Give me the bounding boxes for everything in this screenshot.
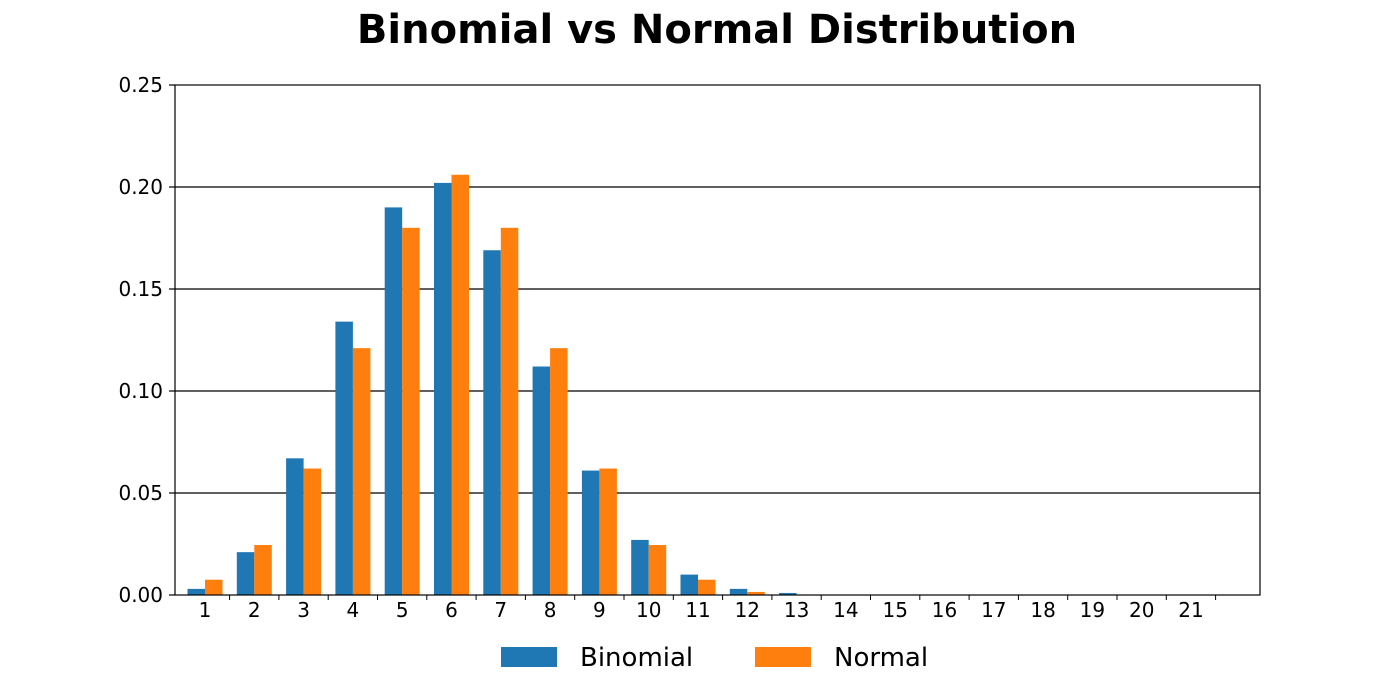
x-tick-label: 12: [735, 598, 760, 622]
x-tick-label: 4: [347, 598, 360, 622]
legend: Binomial Normal: [501, 643, 928, 673]
x-tick-label: 17: [981, 598, 1006, 622]
bar-normal-2: [254, 545, 272, 595]
bar-binomial-13: [779, 592, 797, 595]
y-tick-label: 0.15: [118, 277, 163, 301]
x-tick-label: 20: [1129, 598, 1154, 622]
bar-normal-10: [648, 545, 667, 595]
bar-normal-12: [747, 591, 765, 595]
y-tick-label: 0.25: [118, 73, 163, 97]
x-tick-label: 1: [199, 598, 212, 622]
bar-normal-4: [352, 348, 371, 595]
bar-normal-3: [303, 468, 322, 595]
x-tick-label: 6: [445, 598, 458, 622]
y-tick-label: 0.20: [118, 175, 163, 199]
legend-swatch-normal: [755, 647, 811, 667]
x-tick-label: 5: [396, 598, 409, 622]
bar-normal-9: [599, 468, 617, 595]
x-tick-label: 3: [297, 598, 310, 622]
y-axis: 0.00 0.05 0.10 0.15 0.20 0.25: [118, 73, 175, 607]
x-tick-label: 18: [1030, 598, 1055, 622]
bar-binomial-11: [680, 574, 698, 595]
y-tick-label: 0.10: [118, 379, 163, 403]
chart-title: Binomial vs Normal Distribution: [357, 7, 1077, 53]
x-tick-label: 2: [248, 598, 261, 622]
bar-binomial-7: [483, 250, 501, 596]
bar-binomial-10: [631, 539, 649, 595]
x-tick-label: 10: [636, 598, 661, 622]
bar-binomial-2: [236, 552, 255, 595]
bar-normal-6: [451, 174, 469, 595]
x-tick-label: 8: [544, 598, 557, 622]
bar-binomial-8: [532, 366, 551, 595]
bar-normal-7: [500, 227, 519, 596]
bar-normal-1: [205, 579, 223, 595]
bar-normal-5: [402, 227, 420, 596]
bar-binomial-1: [187, 588, 205, 595]
bar-binomial-9: [581, 470, 600, 595]
bar-binomial-6: [434, 182, 452, 596]
x-tick-label: 14: [833, 598, 858, 622]
y-tick-label: 0.05: [118, 481, 163, 505]
bar-normal-11: [698, 579, 716, 595]
legend-swatch-binomial: [501, 647, 557, 667]
x-tick-label: 19: [1080, 598, 1105, 622]
bar-normal-8: [550, 348, 568, 595]
y-tick-label: 0.00: [118, 583, 163, 607]
bar-binomial-3: [286, 458, 304, 595]
bars: [187, 174, 815, 596]
x-tick-label: 9: [593, 598, 606, 622]
x-tick-label: 16: [932, 598, 957, 622]
x-tick-label: 7: [494, 598, 507, 622]
x-tick-label: 11: [685, 598, 710, 622]
bar-binomial-12: [729, 588, 748, 595]
legend-label-normal: Normal: [834, 643, 928, 673]
legend-label-binomial: Binomial: [580, 643, 693, 673]
plot-frame: [174, 84, 1261, 596]
x-tick-label: 13: [784, 598, 809, 622]
x-tick-label: 15: [882, 598, 907, 622]
x-tick-label: 21: [1178, 598, 1203, 622]
x-axis: 1 2 3 4 5 6 7 8 9 10 11 12 13 14 15 16 17 18 19 20 21: [199, 595, 1217, 622]
bar-binomial-5: [384, 207, 403, 595]
bar-binomial-4: [335, 321, 353, 595]
